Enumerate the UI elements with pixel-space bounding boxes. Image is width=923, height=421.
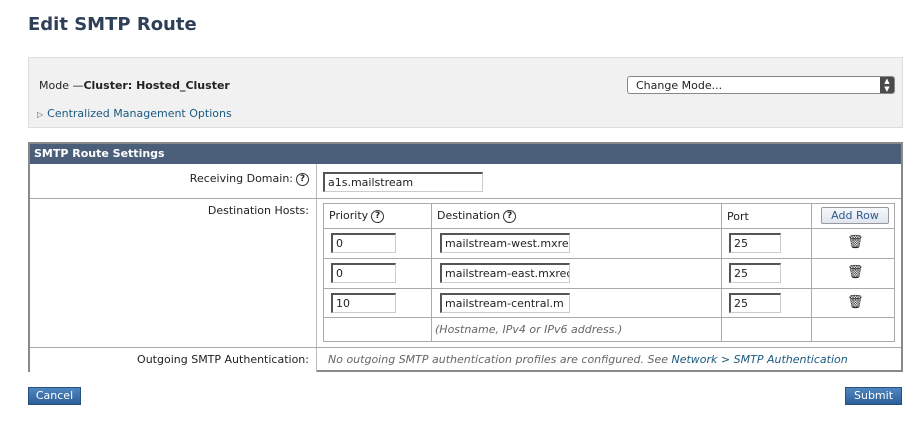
header-text: Destination — [437, 209, 501, 222]
help-icon[interactable]: ? — [296, 172, 309, 186]
port-input[interactable]: 25 — [729, 293, 781, 313]
receiving-domain-label: Receiving Domain:? — [30, 164, 317, 198]
cmo-label: Centralized Management Options — [47, 107, 232, 120]
add-row-button[interactable]: Add Row — [821, 207, 889, 224]
centralized-management-options-link[interactable]: ▷ Centralized Management Options — [37, 107, 232, 120]
mode-panel: Mode —Cluster: Hosted_Cluster ▷ Centraliz… — [28, 57, 903, 128]
label-text: Receiving Domain: — [189, 172, 293, 185]
mode-text: Mode —Cluster: Hosted_Cluster — [39, 79, 230, 92]
port-header: Port — [727, 210, 749, 223]
row-divider — [324, 288, 894, 289]
receiving-domain-input[interactable]: a1s.mailstream — [323, 172, 483, 192]
destination-input[interactable]: mailstream-west.mxre — [440, 233, 570, 253]
change-mode-select[interactable]: Change Mode... ▲ ▼ — [627, 76, 895, 94]
destination-hint: (Hostname, IPv4 or IPv6 address.) — [435, 323, 623, 336]
row-divider — [324, 258, 894, 259]
mode-value: Cluster: Hosted_Cluster — [83, 79, 230, 92]
outgoing-auth-label: Outgoing SMTP Authentication: — [30, 348, 317, 372]
help-icon[interactable]: ? — [371, 209, 385, 223]
outgoing-auth-message: No outgoing SMTP authentication profiles… — [328, 353, 848, 366]
submit-button[interactable]: Submit — [845, 387, 902, 405]
port-input[interactable]: 25 — [729, 233, 781, 253]
priority-input[interactable]: 0 — [331, 263, 396, 283]
col-divider — [811, 204, 812, 341]
change-mode-value: Change Mode... — [636, 79, 723, 92]
help-icon[interactable]: ? — [503, 209, 517, 223]
message-text: No outgoing SMTP authentication profiles… — [328, 353, 668, 366]
divider — [30, 198, 901, 199]
divider — [30, 347, 901, 348]
destination-hosts-table: Priority? Destination? Port Add Row 0 ma… — [323, 203, 895, 342]
header-text: Priority — [329, 209, 369, 222]
trash-icon[interactable]: 🗑 — [847, 235, 864, 250]
col-divider — [431, 204, 432, 341]
row-divider — [324, 317, 894, 318]
trash-icon[interactable]: 🗑 — [847, 265, 864, 280]
smtp-authentication-link[interactable]: Network > SMTP Authentication — [671, 353, 848, 366]
section-header: SMTP Route Settings — [30, 144, 901, 164]
priority-input[interactable]: 0 — [331, 233, 396, 253]
expand-triangle-icon: ▷ — [37, 110, 44, 119]
smtp-route-settings-panel: SMTP Route Settings Receiving Domain:? a… — [28, 142, 903, 372]
cancel-button[interactable]: Cancel — [28, 387, 81, 405]
page-title: Edit SMTP Route — [28, 14, 197, 35]
trash-icon[interactable]: 🗑 — [847, 295, 864, 310]
col-divider — [721, 204, 722, 341]
chevron-updown-icon: ▲ ▼ — [880, 77, 894, 93]
destination-input[interactable]: mailstream-central.m — [440, 293, 570, 313]
destination-hosts-label: Destination Hosts: — [30, 199, 317, 347]
port-input[interactable]: 25 — [729, 263, 781, 283]
destination-input[interactable]: mailstream-east.mxrec — [440, 263, 570, 283]
row-divider — [324, 228, 894, 229]
priority-header: Priority? — [329, 209, 385, 223]
priority-input[interactable]: 10 — [331, 293, 396, 313]
mode-label: Mode — — [39, 79, 84, 92]
destination-header: Destination? — [437, 209, 517, 223]
